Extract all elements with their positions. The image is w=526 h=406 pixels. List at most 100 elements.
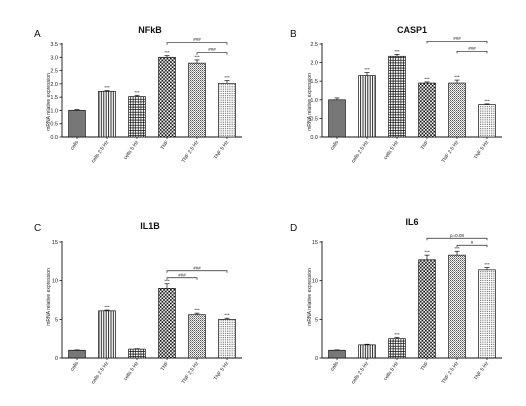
- comparison-bracket: [426, 41, 488, 44]
- comparison-label: ###: [193, 37, 201, 42]
- chart-title-il1b: IL1B: [140, 221, 160, 231]
- x-tick-label: TNF: [420, 140, 430, 151]
- x-tick-label: cells: [329, 139, 340, 151]
- bar-cells-5-hz: [128, 348, 146, 359]
- y-tick-label: 0.0: [310, 135, 318, 141]
- comparison-bracket: [166, 277, 198, 280]
- significance-stars: ***: [424, 76, 430, 81]
- panel-a: A NFkB mRNA relative expression 0.0 0.5 1.…: [34, 25, 242, 164]
- y-tick-label: 2.0: [50, 82, 58, 88]
- y-tick-label: 0.5: [310, 116, 318, 122]
- comparison-bracket: [166, 270, 228, 273]
- panel-letter-c: C: [34, 223, 41, 234]
- x-tick-label: TNF 2.5 Hz: [441, 360, 461, 385]
- y-tick-label: 2.5: [50, 69, 58, 75]
- significance-stars: ***: [454, 75, 460, 80]
- x-tick-label: TNF 5 Hz: [213, 139, 230, 160]
- y-tick-label: 3.5: [50, 42, 58, 48]
- y-tick-label: 0: [55, 356, 58, 362]
- comparison-bracket: [426, 237, 488, 241]
- x-tick-label: cells 5 Hz: [383, 139, 401, 161]
- comparison-label: #: [471, 240, 474, 245]
- comparison-label: ###: [193, 265, 201, 270]
- bar-tnf-5-hz: [218, 82, 236, 138]
- panel-letter-a: A: [34, 29, 41, 40]
- x-tick-label: cells 2.5 Hz: [350, 139, 370, 164]
- y-tick-label: 0.0: [50, 135, 58, 141]
- bar-cells-5-hz: [128, 96, 146, 138]
- significance-stars: ***: [164, 278, 170, 283]
- significance-stars: ***: [194, 308, 200, 313]
- significance-stars: ***: [424, 250, 430, 255]
- x-tick-label: cells: [69, 139, 80, 151]
- chart-title-nfkb: NFkB: [138, 25, 162, 35]
- comparison-bracket: [196, 52, 228, 55]
- comparison-label: ###: [468, 46, 476, 51]
- significance-stars: ***: [484, 98, 490, 103]
- x-tick-label: TNF: [160, 361, 170, 372]
- bar-tnf-2-5-hz: [448, 82, 466, 138]
- x-tick-label: TNF 5 Hz: [473, 139, 490, 160]
- bar-tnf: [158, 56, 176, 138]
- bar-cells-2-5-hz: [98, 90, 116, 138]
- significance-stars: ***: [224, 313, 230, 318]
- bar-tnf: [158, 288, 176, 359]
- x-tick-label: TNF 5 Hz: [473, 360, 490, 381]
- bar-tnf-5-hz: [478, 104, 496, 138]
- y-tick-label: 1.5: [310, 79, 318, 85]
- y-axis-label: mRNA relative expression: [46, 73, 52, 131]
- x-tick-label: TNF 2.5 Hz: [181, 360, 201, 385]
- y-tick-label: 10: [312, 279, 318, 285]
- significance-stars: ***: [484, 262, 490, 267]
- y-tick-label: 10: [52, 279, 58, 285]
- bar-cells-2-5-hz: [358, 344, 376, 359]
- y-axis-label: mRNA relative expression: [46, 268, 52, 326]
- bar-tnf-2-5-hz: [188, 62, 206, 138]
- x-tick-label: cells: [69, 360, 80, 372]
- bar-cells: [68, 110, 86, 138]
- panel-d: D IL6 mRNA relative expression 0 5 10 15 cel…: [290, 217, 502, 385]
- y-tick-label: 5: [315, 317, 318, 323]
- bar-tnf-5-hz: [218, 318, 236, 359]
- significance-stars: ***: [104, 305, 110, 310]
- bar-cells-5-hz: [388, 55, 406, 138]
- comparison-bracket: [456, 244, 488, 248]
- x-tick-label: cells 2.5 Hz: [90, 139, 110, 164]
- y-tick-label: 5: [55, 317, 58, 323]
- bar-cells-5-hz: [388, 338, 406, 359]
- panel-b: B CASP1 mRNA relative expression 0.0 0.5 1…: [290, 25, 502, 164]
- y-tick-label: 1.5: [50, 95, 58, 101]
- bar-cells: [328, 99, 346, 138]
- bar-tnf: [418, 82, 436, 138]
- x-tick-label: cells 5 Hz: [123, 139, 141, 161]
- y-axis-label: mRNA relative expression: [307, 268, 313, 326]
- y-tick-label: 0.5: [50, 122, 58, 128]
- bar-tnf: [418, 259, 436, 359]
- panel-letter-d: D: [290, 223, 297, 234]
- bar-cells: [328, 349, 346, 359]
- significance-stars: ***: [454, 246, 460, 251]
- bar-tnf-2-5-hz: [448, 254, 466, 359]
- y-tick-label: 0: [315, 356, 318, 362]
- comparison-bracket: [166, 42, 228, 45]
- significance-stars: ***: [394, 49, 400, 54]
- x-tick-label: TNF 2.5 Hz: [441, 139, 461, 164]
- x-tick-label: cells 2.5 Hz: [350, 360, 370, 385]
- x-tick-label: TNF: [160, 140, 170, 151]
- bar-tnf-2-5-hz: [188, 314, 206, 359]
- significance-stars: ***: [164, 50, 170, 55]
- comparison-bracket: [456, 51, 488, 54]
- y-tick-label: 15: [52, 240, 58, 246]
- significance-stars: ***: [104, 85, 110, 90]
- x-tick-label: cells 5 Hz: [383, 360, 401, 382]
- significance-stars: ***: [224, 75, 230, 80]
- x-tick-label: TNF 5 Hz: [213, 360, 230, 381]
- bar-tnf-5-hz: [478, 269, 496, 359]
- y-tick-label: 3.0: [50, 55, 58, 61]
- x-tick-label: cells 5 Hz: [123, 360, 141, 382]
- y-tick-label: 2.0: [310, 61, 318, 67]
- x-tick-label: TNF: [420, 361, 430, 372]
- y-tick-label: 1.0: [50, 108, 58, 114]
- significance-stars: ***: [134, 90, 140, 95]
